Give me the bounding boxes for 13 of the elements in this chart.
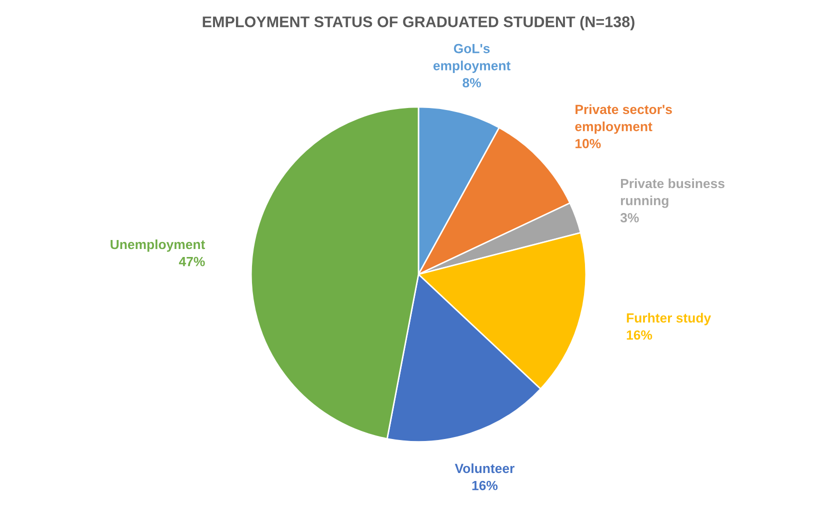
data-label: 47% [178,256,205,266]
slice-label: Private business running [620,178,724,208]
data-label: 10% [576,138,601,148]
data-label: 8% [462,78,481,88]
chart-title: EMPLOYMENT STATUS OF GRADUATED STUDENT (N=138) [202,16,634,30]
slice-label: Private sector's employment [575,104,672,134]
slice-label: Volunteer [454,463,514,474]
data-label: 16% [626,330,652,340]
slice-label: Furhter study [626,312,712,326]
slice-label: Unemployment [110,239,206,252]
data-label: 16% [472,480,498,490]
data-label: 3% [620,213,639,222]
slice-label: GoL's employment [433,44,510,73]
